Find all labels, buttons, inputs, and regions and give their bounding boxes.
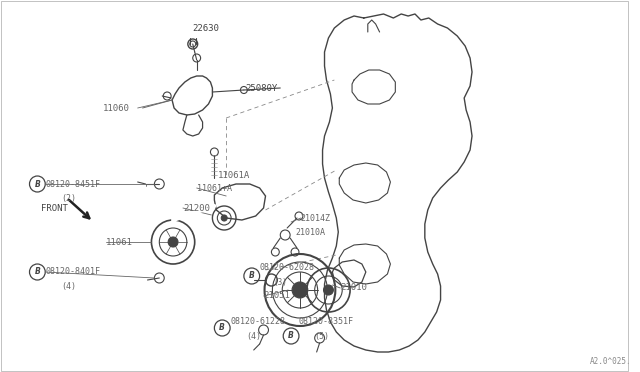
Circle shape [292,282,308,298]
Text: (2): (2) [61,193,76,202]
Text: 21051: 21051 [264,292,291,301]
Circle shape [168,237,178,247]
Text: (4): (4) [246,331,261,340]
Text: (4): (4) [61,282,76,291]
Text: B: B [35,267,40,276]
Text: 21010: 21010 [340,283,367,292]
Polygon shape [214,184,266,220]
Text: A2.0^025.: A2.0^025. [590,357,632,366]
Text: 25080Y: 25080Y [245,83,277,93]
Text: B: B [35,180,40,189]
Text: B: B [220,324,225,333]
Text: 11061: 11061 [106,237,133,247]
Text: 08120-61228: 08120-61228 [230,317,285,327]
Text: 11060: 11060 [103,103,130,112]
Text: 11061+A: 11061+A [196,183,232,192]
Text: FRONT: FRONT [42,203,68,212]
Polygon shape [172,76,212,115]
Text: (5): (5) [315,331,330,340]
Text: 21200: 21200 [183,203,210,212]
Text: B: B [249,272,255,280]
Circle shape [221,215,227,221]
Text: 08120-8451F: 08120-8451F [45,180,100,189]
Text: 11061A: 11061A [218,170,251,180]
Text: 08120-62028: 08120-62028 [260,263,315,273]
Text: (3): (3) [273,278,287,286]
Text: 21010A: 21010A [295,228,325,237]
Polygon shape [332,260,366,287]
Text: 08120-8351F: 08120-8351F [299,317,354,327]
Text: 22630: 22630 [193,23,220,32]
Text: B: B [288,331,294,340]
Circle shape [324,285,333,295]
Text: 21014Z: 21014Z [301,214,331,222]
Text: 08120-8401F: 08120-8401F [45,267,100,276]
